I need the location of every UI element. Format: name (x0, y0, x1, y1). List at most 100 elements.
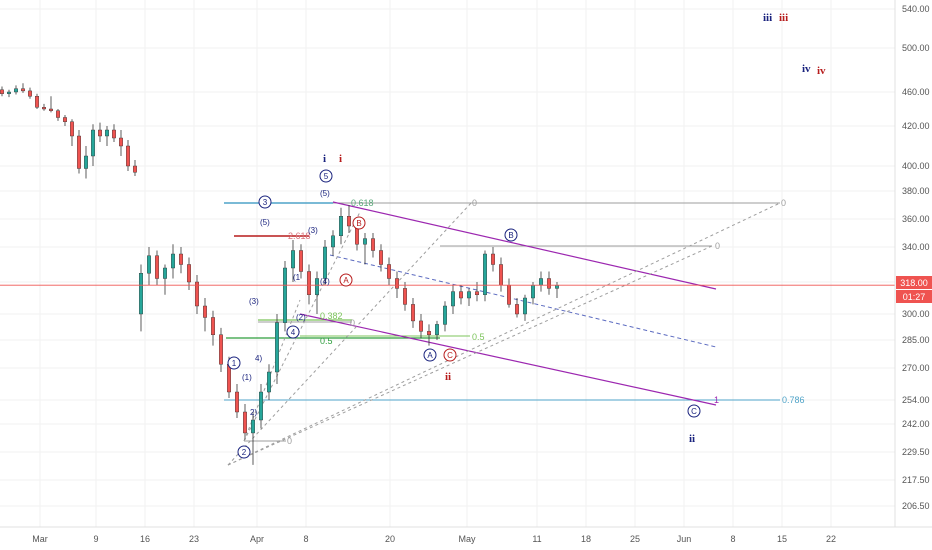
candle (515, 298, 520, 318)
bar-countdown: 01:27 (903, 292, 926, 302)
x-tick-label: 15 (777, 534, 787, 544)
grid-horizontal (0, 8, 895, 507)
subwave-p3: (3) (308, 226, 318, 235)
y-tick-label: 270.00 (902, 363, 930, 373)
y-tick-label: 360.00 (902, 214, 930, 224)
candle (111, 124, 116, 142)
candle (379, 244, 384, 272)
wave-3-circle (258, 195, 272, 209)
candle (291, 240, 296, 282)
candle (242, 404, 247, 440)
x-tick-label: 22 (826, 534, 836, 544)
x-tick-label: Mar (32, 534, 48, 544)
candle (104, 126, 109, 146)
subwave-p4b: 4) (255, 354, 262, 363)
x-tick-label: Apr (250, 534, 264, 544)
wave-ii-maroon: ii (445, 371, 451, 383)
candle (218, 327, 223, 372)
candle (491, 247, 496, 272)
candle (42, 103, 47, 111)
candle (451, 285, 456, 314)
y-tick-label: 242.00 (902, 419, 930, 429)
wave-b-circle (504, 228, 518, 242)
candle (275, 314, 280, 384)
fib-label-zero-4: 0 (350, 318, 355, 328)
candle (435, 320, 440, 340)
wave-a-circle (423, 348, 437, 362)
y-axis[interactable]: 540.00 500.00 460.00 420.00 400.00 380.00 360.… (894, 0, 930, 527)
y-tick-label: 380.00 (902, 186, 930, 196)
wave-iv-maroon: iv (817, 65, 826, 77)
channel-upper (332, 201, 717, 290)
candle (363, 233, 368, 265)
candle (234, 384, 239, 418)
candle (555, 282, 560, 298)
candle (210, 310, 215, 346)
x-tick-label: 9 (93, 534, 98, 544)
subwave-p5: (5) (320, 189, 330, 198)
y-tick-label: 229.50 (902, 447, 930, 457)
candle (21, 83, 26, 93)
candles-layer (0, 83, 560, 465)
wave-4-circle (286, 325, 300, 339)
candle (419, 314, 424, 339)
candle (427, 324, 432, 346)
candle (76, 130, 81, 174)
candle (339, 207, 344, 245)
candle (28, 87, 33, 99)
subwave-p3b: (3) (249, 297, 259, 306)
candle (178, 247, 183, 274)
candle (118, 130, 123, 156)
channel-lower (299, 313, 717, 406)
wave-iii-navy: iii (763, 12, 772, 24)
subwave-p5b: (5) (260, 218, 270, 227)
wave-2-text: 2 (242, 448, 247, 457)
x-tick-label: 8 (303, 534, 308, 544)
fan-2 (227, 202, 781, 466)
y-tick-label: 540.00 (902, 4, 930, 14)
candle (194, 275, 199, 314)
candle (411, 298, 416, 328)
wave-circled-labels: 1 2 3 4 5 A B C A B C (227, 169, 701, 459)
candle (283, 261, 288, 332)
wave-a-red-text: A (343, 276, 349, 285)
candle (202, 298, 207, 332)
wave-b-text: B (508, 231, 513, 240)
candle (186, 257, 191, 290)
grid-vertical (39, 0, 832, 527)
wave-roman-labels: i i ii ii iii iii iv iv (323, 12, 826, 445)
candle (523, 294, 528, 321)
wave-5-circle (319, 169, 333, 183)
candle (539, 271, 544, 292)
wave-3-text: 3 (263, 198, 268, 207)
fan-4 (243, 211, 361, 442)
wave-iv-navy: iv (802, 63, 811, 75)
candle (347, 205, 352, 233)
y-tick-label: 500.00 (902, 43, 930, 53)
candle (69, 119, 74, 146)
fib-label-zero-3: 0 (715, 241, 720, 251)
candle (63, 114, 68, 126)
wave-c-big-circle (687, 404, 701, 418)
candle (323, 240, 328, 286)
subwave-labels: (5) (5) (3) (1 (4) (2) (3) (1) 2) 4) (242, 189, 330, 417)
wave-a-text: A (427, 351, 433, 360)
candle (459, 285, 464, 305)
candle (403, 282, 408, 311)
wave-b-red-text: B (356, 219, 361, 228)
x-tick-label: 18 (581, 534, 591, 544)
fib-label-2618: 2.618 (288, 231, 311, 241)
x-axis[interactable]: 24Mar91623Apr820May111825Jun81522 (0, 526, 932, 544)
candle (97, 122, 102, 142)
fib-label-zero-5: 0 (287, 436, 292, 446)
x-tick-label: May (458, 534, 476, 544)
y-tick-label: 285.00 (902, 335, 930, 345)
fib-labels: 0.618 2.618 0.382 0.5 0.5 0.786 0 0 0 0 … (287, 198, 805, 446)
y-tick-label: 206.50 (902, 501, 930, 511)
wave-1-text: 1 (232, 359, 237, 368)
subwave-p1b: (1) (242, 373, 252, 382)
candle (299, 244, 304, 279)
fib-label-786: 0.786 (782, 395, 805, 405)
y-tick-label: 400.00 (902, 161, 930, 171)
